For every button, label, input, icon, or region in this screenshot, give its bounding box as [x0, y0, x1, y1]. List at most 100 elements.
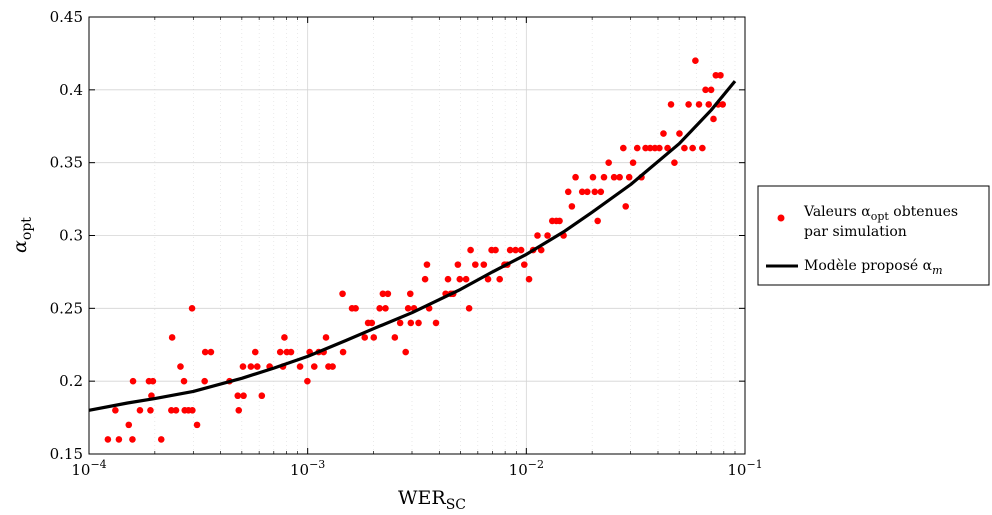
scatter-point: [685, 101, 692, 108]
model-series: [88, 80, 737, 412]
scatter-point: [310, 363, 318, 370]
scatter-point: [396, 319, 404, 327]
scatter-point: [407, 319, 415, 327]
scatter-point: [480, 261, 488, 268]
scatter-point: [391, 334, 399, 341]
scatter-point: [339, 290, 346, 298]
scatter-point: [406, 290, 414, 298]
grid: [88, 16, 746, 455]
scatter-point: [492, 246, 499, 254]
x-axis-title: WERSC: [398, 487, 466, 513]
y-tick-label: 0.25: [50, 299, 83, 317]
scatter-point: [415, 319, 422, 327]
scatter-point: [287, 348, 295, 356]
scatter-point: [537, 246, 545, 254]
scatter-point: [719, 101, 727, 108]
scatter-point: [512, 246, 519, 254]
scatter-point: [556, 217, 563, 225]
scatter-point: [235, 407, 243, 414]
scatter-point: [660, 130, 667, 137]
scatter-point: [656, 144, 663, 152]
scatter-point: [193, 421, 201, 429]
scatter-point: [384, 290, 392, 298]
scatter-point: [610, 173, 618, 181]
scatter-point: [276, 348, 284, 356]
scatter-point: [304, 377, 311, 385]
scatter-point: [125, 421, 133, 429]
scatter-point: [517, 246, 525, 254]
scatter-point: [201, 348, 209, 356]
model-line: [88, 80, 737, 412]
scatter-point: [168, 407, 175, 414]
scatter-point: [625, 173, 633, 181]
x-tick-label: 10−4: [71, 458, 106, 479]
legend-scatter-label: Valeurs αopt obtenues: [803, 204, 958, 223]
scatter-point: [506, 246, 514, 254]
scatter-point: [329, 363, 336, 370]
scatter-point: [597, 188, 605, 196]
scatter-point: [568, 203, 576, 210]
legend: Valeurs αopt obtenues par simulation Mod…: [757, 185, 990, 286]
scatter-point: [112, 407, 119, 414]
scatter-point: [578, 188, 586, 196]
scatter-point: [692, 57, 699, 64]
y-tick-label: 0.2: [59, 372, 83, 390]
scatter-point: [423, 261, 431, 268]
scatter-point: [594, 217, 601, 225]
scatter-point: [664, 144, 671, 152]
scatter-point: [620, 144, 627, 152]
legend-line-label: Modèle proposé αm: [804, 258, 943, 277]
scatter-point: [251, 348, 259, 356]
scatter-point: [104, 436, 112, 443]
scatter-point: [465, 305, 473, 312]
y-tick-label: 0.4: [59, 81, 83, 99]
x-tick-label: 10−2: [509, 458, 544, 479]
scatter-point: [402, 348, 409, 356]
scatter-point: [339, 348, 347, 356]
scatter-point: [695, 101, 703, 108]
scatter-point: [496, 275, 503, 283]
scatter-point: [534, 232, 541, 239]
scatter-point: [667, 101, 675, 108]
scatter-point: [247, 363, 255, 370]
scatter-point: [432, 319, 440, 327]
scatter-point: [712, 71, 720, 79]
scatter-point: [147, 407, 154, 414]
y-tick-label: 0.35: [50, 154, 83, 172]
scatter-series: [104, 57, 727, 443]
scatter-point: [681, 144, 688, 152]
scatter-point: [689, 144, 696, 152]
scatter-point: [616, 173, 623, 181]
scatter-point: [421, 275, 429, 283]
scatter-point: [633, 144, 641, 152]
scatter-point: [253, 363, 261, 370]
scatter-point: [370, 334, 378, 341]
scatter-point: [605, 159, 612, 166]
scatter-point: [115, 436, 123, 443]
scatter-point: [240, 392, 247, 400]
scatter-point: [544, 232, 551, 239]
scatter-point: [322, 334, 330, 341]
scatter-point: [707, 86, 715, 94]
scatter-point: [454, 261, 462, 268]
scatter-point: [467, 246, 474, 254]
scatter-point: [382, 305, 389, 312]
scatter-point: [600, 173, 608, 181]
y-tick-label: 0.15: [50, 445, 83, 463]
scatter-point: [361, 334, 369, 341]
scatter-point: [149, 377, 157, 385]
scatter-point: [376, 305, 383, 312]
scatter-point: [589, 173, 597, 181]
scatter-point: [296, 363, 304, 370]
scatter-point: [525, 275, 533, 283]
scatter-point: [629, 159, 637, 166]
y-tick-label: 0.3: [59, 227, 83, 245]
scatter-point: [472, 261, 479, 268]
scatter-point: [484, 275, 492, 283]
scatter-point: [444, 275, 452, 283]
scatter-point: [404, 305, 412, 312]
scatter-point: [710, 115, 717, 123]
scatter-point: [717, 71, 724, 79]
scatter-point: [462, 275, 470, 283]
scatter-point: [699, 144, 706, 152]
